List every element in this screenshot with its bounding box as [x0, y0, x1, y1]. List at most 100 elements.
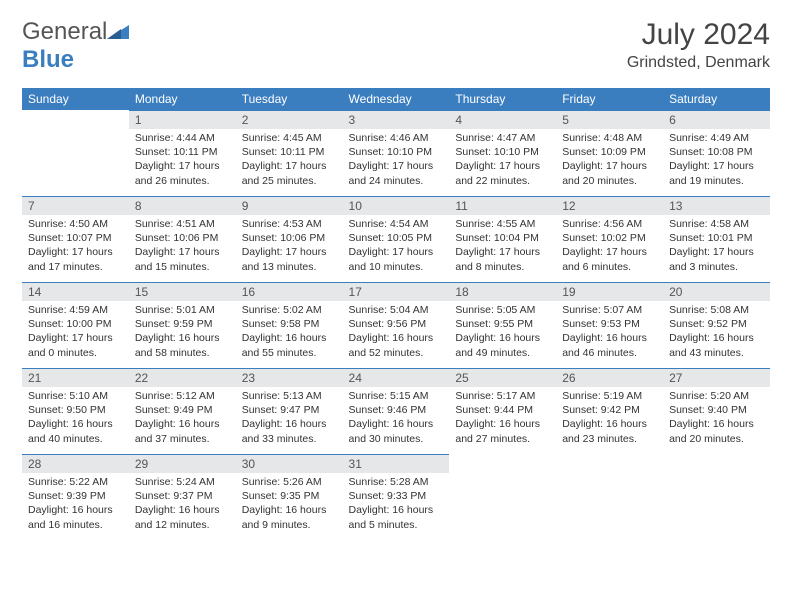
day-details: Sunrise: 5:22 AMSunset: 9:39 PMDaylight:… — [22, 473, 129, 536]
month-title: July 2024 — [627, 18, 770, 52]
day-number: 1 — [129, 110, 236, 129]
weekday-sunday: Sunday — [22, 88, 129, 110]
day-details: Sunrise: 5:26 AMSunset: 9:35 PMDaylight:… — [236, 473, 343, 536]
day-details: Sunrise: 5:24 AMSunset: 9:37 PMDaylight:… — [129, 473, 236, 536]
header: GeneralBlue July 2024 Grindsted, Denmark — [22, 18, 770, 74]
day-number: 17 — [343, 282, 450, 301]
day-number: 23 — [236, 368, 343, 387]
day-details: Sunrise: 5:08 AMSunset: 9:52 PMDaylight:… — [663, 301, 770, 364]
calendar-cell: 14Sunrise: 4:59 AMSunset: 10:00 PMDaylig… — [22, 282, 129, 368]
day-number: 22 — [129, 368, 236, 387]
day-number: 30 — [236, 454, 343, 473]
day-details: Sunrise: 5:10 AMSunset: 9:50 PMDaylight:… — [22, 387, 129, 450]
day-details: Sunrise: 5:17 AMSunset: 9:44 PMDaylight:… — [449, 387, 556, 450]
weekday-monday: Monday — [129, 88, 236, 110]
day-details: Sunrise: 5:01 AMSunset: 9:59 PMDaylight:… — [129, 301, 236, 364]
day-number: 24 — [343, 368, 450, 387]
day-details: Sunrise: 4:50 AMSunset: 10:07 PMDaylight… — [22, 215, 129, 278]
logo-triangle-icon — [107, 18, 129, 46]
calendar-cell: 15Sunrise: 5:01 AMSunset: 9:59 PMDayligh… — [129, 282, 236, 368]
day-number: 26 — [556, 368, 663, 387]
day-number: 8 — [129, 196, 236, 215]
day-details: Sunrise: 5:28 AMSunset: 9:33 PMDaylight:… — [343, 473, 450, 536]
weekday-header-row: SundayMondayTuesdayWednesdayThursdayFrid… — [22, 88, 770, 110]
calendar-row: 21Sunrise: 5:10 AMSunset: 9:50 PMDayligh… — [22, 368, 770, 454]
day-number: 18 — [449, 282, 556, 301]
day-details: Sunrise: 4:51 AMSunset: 10:06 PMDaylight… — [129, 215, 236, 278]
calendar-cell: 1Sunrise: 4:44 AMSunset: 10:11 PMDayligh… — [129, 110, 236, 196]
day-details: Sunrise: 4:55 AMSunset: 10:04 PMDaylight… — [449, 215, 556, 278]
calendar-cell: 27Sunrise: 5:20 AMSunset: 9:40 PMDayligh… — [663, 368, 770, 454]
day-details: Sunrise: 4:59 AMSunset: 10:00 PMDaylight… — [22, 301, 129, 364]
calendar-cell: 7Sunrise: 4:50 AMSunset: 10:07 PMDayligh… — [22, 196, 129, 282]
calendar-cell: 11Sunrise: 4:55 AMSunset: 10:04 PMDaylig… — [449, 196, 556, 282]
day-details: Sunrise: 4:45 AMSunset: 10:11 PMDaylight… — [236, 129, 343, 192]
day-details: Sunrise: 5:13 AMSunset: 9:47 PMDaylight:… — [236, 387, 343, 450]
day-number: 10 — [343, 196, 450, 215]
calendar-cell: 12Sunrise: 4:56 AMSunset: 10:02 PMDaylig… — [556, 196, 663, 282]
weekday-wednesday: Wednesday — [343, 88, 450, 110]
calendar-cell: 10Sunrise: 4:54 AMSunset: 10:05 PMDaylig… — [343, 196, 450, 282]
location: Grindsted, Denmark — [627, 54, 770, 72]
calendar-cell: . — [22, 110, 129, 196]
calendar-cell: 30Sunrise: 5:26 AMSunset: 9:35 PMDayligh… — [236, 454, 343, 540]
calendar-cell: 16Sunrise: 5:02 AMSunset: 9:58 PMDayligh… — [236, 282, 343, 368]
calendar-cell: 25Sunrise: 5:17 AMSunset: 9:44 PMDayligh… — [449, 368, 556, 454]
logo: GeneralBlue — [22, 18, 129, 74]
calendar-cell: 28Sunrise: 5:22 AMSunset: 9:39 PMDayligh… — [22, 454, 129, 540]
calendar-cell: 19Sunrise: 5:07 AMSunset: 9:53 PMDayligh… — [556, 282, 663, 368]
day-number: 15 — [129, 282, 236, 301]
day-details: Sunrise: 5:15 AMSunset: 9:46 PMDaylight:… — [343, 387, 450, 450]
logo-word-2: Blue — [22, 46, 74, 73]
day-number: 29 — [129, 454, 236, 473]
calendar-row: 28Sunrise: 5:22 AMSunset: 9:39 PMDayligh… — [22, 454, 770, 540]
calendar-cell: 13Sunrise: 4:58 AMSunset: 10:01 PMDaylig… — [663, 196, 770, 282]
day-number: 31 — [343, 454, 450, 473]
calendar-cell: 21Sunrise: 5:10 AMSunset: 9:50 PMDayligh… — [22, 368, 129, 454]
day-details: Sunrise: 4:47 AMSunset: 10:10 PMDaylight… — [449, 129, 556, 192]
weekday-friday: Friday — [556, 88, 663, 110]
calendar-cell: 29Sunrise: 5:24 AMSunset: 9:37 PMDayligh… — [129, 454, 236, 540]
weekday-saturday: Saturday — [663, 88, 770, 110]
calendar-cell: 31Sunrise: 5:28 AMSunset: 9:33 PMDayligh… — [343, 454, 450, 540]
day-number: 3 — [343, 110, 450, 129]
day-details: Sunrise: 5:20 AMSunset: 9:40 PMDaylight:… — [663, 387, 770, 450]
calendar-body: .1Sunrise: 4:44 AMSunset: 10:11 PMDaylig… — [22, 110, 770, 540]
day-number: 7 — [22, 196, 129, 215]
weekday-tuesday: Tuesday — [236, 88, 343, 110]
calendar-cell: 24Sunrise: 5:15 AMSunset: 9:46 PMDayligh… — [343, 368, 450, 454]
calendar-cell: 26Sunrise: 5:19 AMSunset: 9:42 PMDayligh… — [556, 368, 663, 454]
day-details: Sunrise: 4:44 AMSunset: 10:11 PMDaylight… — [129, 129, 236, 192]
logo-text: GeneralBlue — [22, 18, 129, 74]
day-details: Sunrise: 4:46 AMSunset: 10:10 PMDaylight… — [343, 129, 450, 192]
day-number: 5 — [556, 110, 663, 129]
day-number: 12 — [556, 196, 663, 215]
day-number: 16 — [236, 282, 343, 301]
day-details: Sunrise: 5:04 AMSunset: 9:56 PMDaylight:… — [343, 301, 450, 364]
logo-word-1: General — [22, 18, 107, 45]
calendar-cell: 3Sunrise: 4:46 AMSunset: 10:10 PMDayligh… — [343, 110, 450, 196]
calendar-cell: 22Sunrise: 5:12 AMSunset: 9:49 PMDayligh… — [129, 368, 236, 454]
day-details: Sunrise: 4:53 AMSunset: 10:06 PMDaylight… — [236, 215, 343, 278]
calendar-row: 7Sunrise: 4:50 AMSunset: 10:07 PMDayligh… — [22, 196, 770, 282]
day-number: 20 — [663, 282, 770, 301]
day-number: 14 — [22, 282, 129, 301]
day-details: Sunrise: 4:49 AMSunset: 10:08 PMDaylight… — [663, 129, 770, 192]
calendar-cell: 17Sunrise: 5:04 AMSunset: 9:56 PMDayligh… — [343, 282, 450, 368]
calendar-cell: 18Sunrise: 5:05 AMSunset: 9:55 PMDayligh… — [449, 282, 556, 368]
calendar-cell: 6Sunrise: 4:49 AMSunset: 10:08 PMDayligh… — [663, 110, 770, 196]
day-number: 6 — [663, 110, 770, 129]
day-number: 11 — [449, 196, 556, 215]
calendar-cell: . — [556, 454, 663, 540]
day-details: Sunrise: 5:02 AMSunset: 9:58 PMDaylight:… — [236, 301, 343, 364]
calendar-cell: . — [449, 454, 556, 540]
day-number: 4 — [449, 110, 556, 129]
day-number: 21 — [22, 368, 129, 387]
day-details: Sunrise: 4:48 AMSunset: 10:09 PMDaylight… — [556, 129, 663, 192]
day-details: Sunrise: 5:19 AMSunset: 9:42 PMDaylight:… — [556, 387, 663, 450]
day-number: 19 — [556, 282, 663, 301]
day-number: 9 — [236, 196, 343, 215]
day-details: Sunrise: 5:05 AMSunset: 9:55 PMDaylight:… — [449, 301, 556, 364]
title-block: July 2024 Grindsted, Denmark — [627, 18, 770, 72]
calendar-cell: 2Sunrise: 4:45 AMSunset: 10:11 PMDayligh… — [236, 110, 343, 196]
